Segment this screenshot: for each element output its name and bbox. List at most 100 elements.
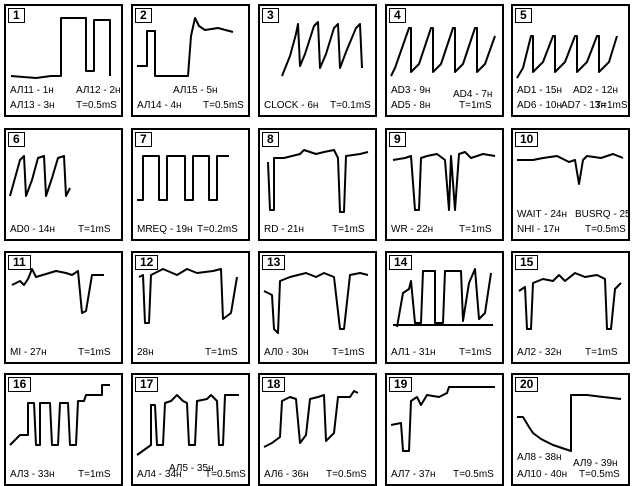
signal-label: АЛ13 - 3н [10, 100, 55, 111]
signal-label: АЛ1 - 31н [391, 347, 436, 358]
signal-label: АЛ7 - 37н [391, 469, 436, 480]
signal-label: BUSRQ - 25 [575, 209, 631, 220]
signal-label: T=1mS [459, 224, 492, 235]
waveform-trace [263, 390, 359, 448]
waveform-line [136, 394, 239, 456]
oscillogram-panel-17: 17 АЛ4 - 34н АЛ5 - 35н T=0.5mS [131, 373, 250, 486]
signal-label: T=0.5mS [453, 469, 494, 480]
waveform-trace [392, 151, 496, 211]
panel-number: 17 [135, 377, 159, 392]
signal-label: AD7 - 13н [561, 100, 606, 111]
waveform-line [393, 268, 493, 328]
oscillogram-panel-3: 3 CLOCK - 6н T=0.1mS [258, 4, 377, 117]
signal-label: АЛ11 - 1н [10, 85, 54, 96]
oscillogram-panel-11: 11 MI - 27н T=1mS [4, 251, 123, 364]
signal-label: T=1mS [459, 347, 492, 358]
waveform-line [9, 155, 71, 197]
signal-label: T=1mS [459, 100, 492, 111]
signal-label: T=1mS [332, 224, 365, 235]
panel-number: 6 [8, 132, 25, 147]
waveform-line [138, 268, 238, 324]
signal-label: AD3 - 9н [391, 85, 431, 96]
signal-label: АЛ5 - 35н [169, 463, 214, 474]
panel-number: 7 [135, 132, 152, 147]
waveform-trace [263, 272, 369, 334]
waveform-line [263, 390, 359, 448]
waveform-trace [517, 394, 622, 452]
waveform-line [11, 268, 104, 314]
waveform-line [267, 149, 369, 213]
signal-label: 28н [137, 347, 154, 358]
waveform-trace [11, 268, 104, 314]
oscillogram-panel-10: 10 WAIT - 24н BUSRQ - 25 NHI - 17н T=0.5mS [511, 128, 631, 241]
waveform-trace [390, 27, 496, 77]
signal-label: T=1mS [78, 224, 111, 235]
panel-number: 15 [515, 255, 539, 270]
waveform-line [10, 17, 111, 79]
oscillogram-panel-19: 19 АЛ7 - 37н T=0.5mS [385, 373, 504, 486]
signal-label: T=0.5mS [76, 100, 117, 111]
waveform-line [517, 153, 624, 185]
waveform-line [390, 386, 495, 452]
waveform-trace [137, 155, 229, 201]
signal-label: AD2 - 12н [573, 85, 618, 96]
signal-label: T=0.5mS [205, 469, 246, 480]
panel-number: 12 [135, 255, 159, 270]
panel-number: 3 [262, 8, 279, 23]
panel-number: 8 [262, 132, 279, 147]
waveform-line [281, 21, 363, 77]
oscillogram-panel-14: 14 АЛ1 - 31н T=1mS [385, 251, 504, 364]
oscillogram-panel-18: 18 АЛ6 - 36н T=0.5mS [258, 373, 377, 486]
waveform-line [392, 151, 496, 211]
panel-number: 2 [135, 8, 152, 23]
waveform-line [9, 384, 110, 446]
oscillogram-panel-20: 20 АЛ8 - 38н АЛ9 - 39н АЛ10 - 40н T=0.5mS [511, 373, 630, 486]
signal-label: T=1mS [595, 100, 628, 111]
oscillogram-panel-6: 6 AD0 - 14н T=1mS [4, 128, 123, 241]
signal-label: T=0.5mS [203, 100, 244, 111]
signal-label: AD0 - 14н [10, 224, 55, 235]
oscillogram-panel-15: 15 АЛ2 - 32н T=1mS [511, 251, 630, 364]
signal-label: T=1mS [78, 347, 111, 358]
panel-number: 10 [515, 132, 539, 147]
waveform-trace [136, 394, 239, 456]
signal-label: T=0.5mS [585, 224, 626, 235]
signal-label: T=1mS [332, 347, 365, 358]
panel-number: 5 [515, 8, 532, 23]
panel-number: 20 [515, 377, 539, 392]
waveform-trace [9, 155, 71, 197]
signal-label: АЛ6 - 36н [264, 469, 309, 480]
waveform-line [517, 394, 622, 452]
oscillogram-panel-7: 7 MREQ - 19н T=0.2mS [131, 128, 250, 241]
waveform-line [137, 155, 229, 201]
oscillogram-panel-12: 12 28н T=1mS [131, 251, 250, 364]
panel-number: 9 [389, 132, 406, 147]
waveform-line [516, 35, 618, 79]
waveform-trace [393, 268, 493, 328]
oscillogram-panel-1: 1 АЛ11 - 1н АЛ12 - 2н АЛ13 - 3н T=0.5mS [4, 4, 123, 117]
signal-label: АЛ12 - 2н [76, 85, 121, 96]
panel-number: 14 [389, 255, 413, 270]
oscillogram-panel-2: 2 АЛ15 - 5н АЛ14 - 4н T=0.5mS [131, 4, 250, 117]
waveform-trace [518, 272, 622, 330]
signal-label: AD6 - 10н [517, 100, 562, 111]
signal-label: T=0.5mS [326, 469, 367, 480]
panel-number: 19 [389, 377, 413, 392]
panel-number: 4 [389, 8, 406, 23]
signal-label: T=0.5mS [579, 469, 620, 480]
oscillogram-panel-13: 13 АЛ0 - 30н T=1mS [258, 251, 377, 364]
signal-label: AD1 - 15н [517, 85, 562, 96]
waveform-trace [138, 268, 238, 324]
signal-label: T=0.1mS [330, 100, 371, 111]
signal-label: WR - 22н [391, 224, 434, 235]
signal-label: CLOCK - 6н [264, 100, 319, 111]
waveform-trace [517, 153, 624, 185]
signal-label: AD4 - 7н [453, 89, 493, 100]
signal-label: MREQ - 19н [137, 224, 193, 235]
signal-label: T=1mS [585, 347, 618, 358]
signal-label: NHI - 17н [517, 224, 560, 235]
signal-label: RD - 21н [264, 224, 304, 235]
signal-label: T=1mS [78, 469, 111, 480]
panel-number: 13 [262, 255, 286, 270]
waveform-line [390, 27, 496, 77]
